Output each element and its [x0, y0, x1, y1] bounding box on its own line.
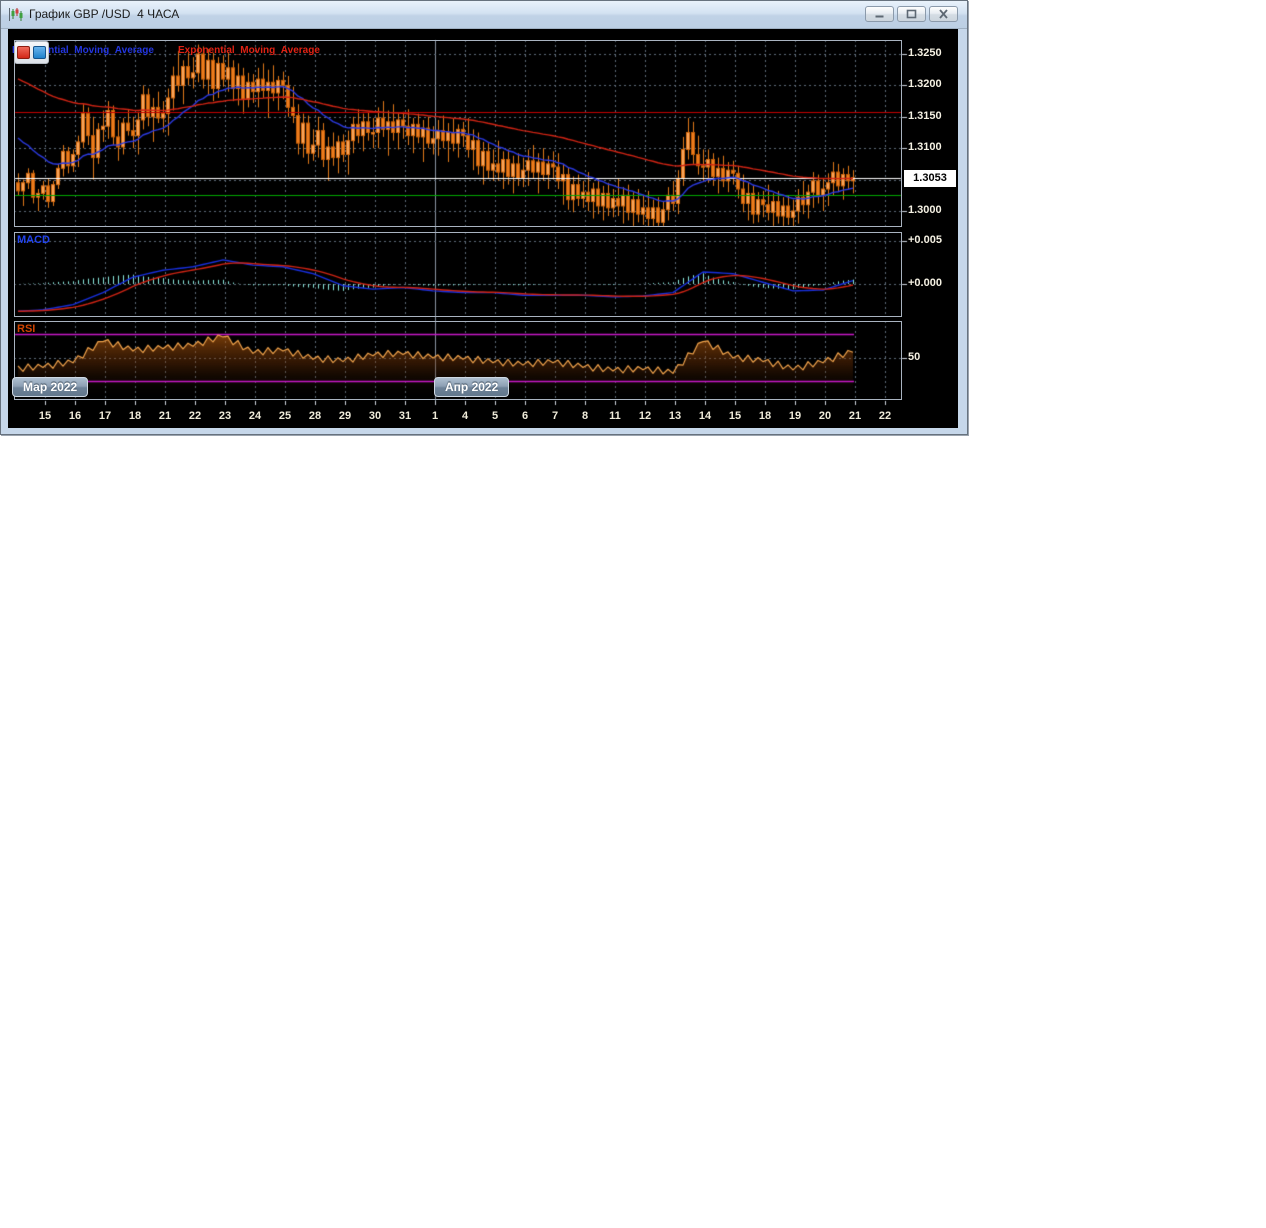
date-axis-label: 31 — [398, 410, 412, 422]
macd-axis-label: +0.005 — [908, 234, 942, 246]
chart-client-area: Exponential_Moving_Average Exponential_M… — [8, 29, 958, 428]
chart-window: График GBP /USD 4 ЧАСА Exponential_Movin… — [0, 0, 968, 435]
ema-fast-legend-label: Exponential_Moving_Average — [12, 45, 154, 56]
date-axis-label: 11 — [609, 410, 621, 422]
date-axis-label: 6 — [521, 410, 529, 422]
date-axis-label: 7 — [551, 410, 559, 422]
price-axis-label: 1.3150 — [908, 109, 942, 122]
date-axis-label: 18 — [758, 410, 772, 422]
date-axis-label: 20 — [818, 410, 832, 422]
date-axis-label: 4 — [461, 410, 469, 422]
date-axis-label: 24 — [248, 410, 262, 422]
price-axis-label: 1.3200 — [908, 78, 942, 91]
date-axis-label: 1 — [431, 410, 439, 422]
date-axis-label: 18 — [128, 410, 142, 422]
date-axis-label: 29 — [338, 410, 352, 422]
macd-axis-label: +0.000 — [908, 277, 942, 289]
rsi-axis-label: 50 — [908, 350, 921, 363]
close-button[interactable] — [929, 6, 958, 22]
date-axis-label: 28 — [308, 410, 322, 422]
date-axis-label: 21 — [848, 410, 862, 422]
price-axis-label: 1.3100 — [908, 141, 942, 154]
date-axis-label: 17 — [98, 410, 112, 422]
date-axis-label: 13 — [668, 410, 682, 422]
date-axis-label: 14 — [698, 410, 712, 422]
chart-canvas[interactable] — [8, 29, 958, 428]
minimize-button[interactable] — [865, 6, 894, 22]
current-price-label: 1.3053 — [904, 169, 956, 187]
date-axis-label: 12 — [638, 410, 652, 422]
maximize-button[interactable] — [897, 6, 926, 22]
date-axis-label: 22 — [188, 410, 202, 422]
date-axis-label: 22 — [878, 410, 892, 422]
candlestick-chart-icon — [7, 6, 24, 23]
month-button-apr-2022[interactable]: Апр 2022 — [434, 377, 510, 397]
date-axis-label: 16 — [68, 410, 82, 422]
maximize-icon — [906, 9, 917, 19]
date-axis-label: 21 — [158, 410, 172, 422]
date-axis-label: 19 — [788, 410, 802, 422]
ema-slow-legend-label: Exponential_Moving_Average — [178, 45, 320, 56]
blue-swatch-button[interactable] — [33, 46, 46, 59]
date-axis-label: 5 — [491, 410, 499, 422]
date-axis-label: 23 — [218, 410, 232, 422]
macd-label: MACD — [17, 234, 50, 246]
titlebar[interactable]: График GBP /USD 4 ЧАСА — [1, 1, 967, 29]
rsi-label: RSI — [17, 323, 36, 335]
price-axis-label: 1.3000 — [908, 204, 942, 216]
date-axis-label: 15 — [728, 410, 742, 422]
close-icon — [939, 9, 948, 19]
date-axis-label: 15 — [38, 410, 52, 422]
date-axis-label: 30 — [368, 410, 382, 422]
minimize-icon — [875, 15, 884, 18]
date-axis-label: 8 — [581, 410, 589, 422]
legend-box — [14, 41, 49, 64]
price-axis-label: 1.3250 — [908, 47, 942, 59]
month-button-mar-2022[interactable]: Мар 2022 — [12, 377, 89, 397]
red-swatch-button[interactable] — [17, 46, 30, 59]
date-axis-label: 25 — [278, 410, 292, 422]
window-title: График GBP /USD 4 ЧАСА — [29, 7, 180, 21]
